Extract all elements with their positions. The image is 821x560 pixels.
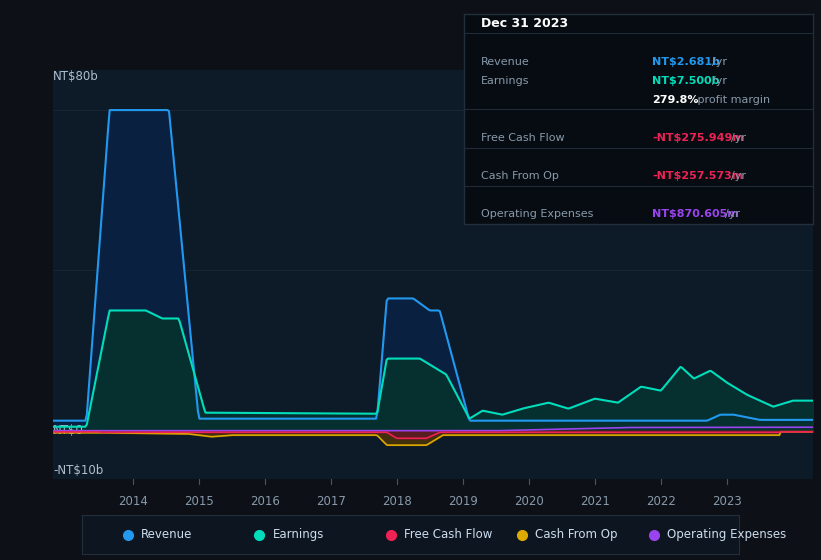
Text: NT$0: NT$0 (53, 424, 85, 437)
Text: 2023: 2023 (712, 495, 742, 508)
Text: Free Cash Flow: Free Cash Flow (404, 528, 493, 542)
Text: 2014: 2014 (117, 495, 148, 508)
Text: Operating Expenses: Operating Expenses (667, 528, 786, 542)
Text: /yr: /yr (713, 57, 727, 67)
Text: Free Cash Flow: Free Cash Flow (481, 133, 565, 143)
Text: 2016: 2016 (250, 495, 280, 508)
Text: 2021: 2021 (580, 495, 610, 508)
Text: NT$80b: NT$80b (53, 70, 99, 83)
Text: -NT$10b: -NT$10b (53, 464, 103, 477)
Text: 2015: 2015 (184, 495, 213, 508)
Text: Revenue: Revenue (141, 528, 193, 542)
Text: 2019: 2019 (448, 495, 478, 508)
Text: 279.8%: 279.8% (653, 95, 699, 105)
Text: -NT$275.949m: -NT$275.949m (653, 133, 744, 143)
Text: Cash From Op: Cash From Op (481, 171, 559, 181)
Text: 2020: 2020 (514, 495, 544, 508)
Text: 2018: 2018 (382, 495, 411, 508)
Text: Cash From Op: Cash From Op (535, 528, 617, 542)
Text: Revenue: Revenue (481, 57, 530, 67)
Text: Dec 31 2023: Dec 31 2023 (481, 17, 568, 30)
Text: profit margin: profit margin (695, 95, 770, 105)
Text: -NT$257.573m: -NT$257.573m (653, 171, 744, 181)
Text: /yr: /yr (732, 133, 746, 143)
Text: /yr: /yr (732, 171, 746, 181)
Text: 2022: 2022 (646, 495, 676, 508)
Text: NT$7.500b: NT$7.500b (653, 76, 720, 86)
Text: Earnings: Earnings (481, 76, 530, 86)
Text: NT$2.681b: NT$2.681b (653, 57, 720, 67)
Text: NT$870.605m: NT$870.605m (653, 209, 739, 220)
Text: Earnings: Earnings (273, 528, 324, 542)
Text: /yr: /yr (713, 76, 727, 86)
Text: 2017: 2017 (316, 495, 346, 508)
Text: /yr: /yr (725, 209, 740, 220)
Text: Operating Expenses: Operating Expenses (481, 209, 594, 220)
